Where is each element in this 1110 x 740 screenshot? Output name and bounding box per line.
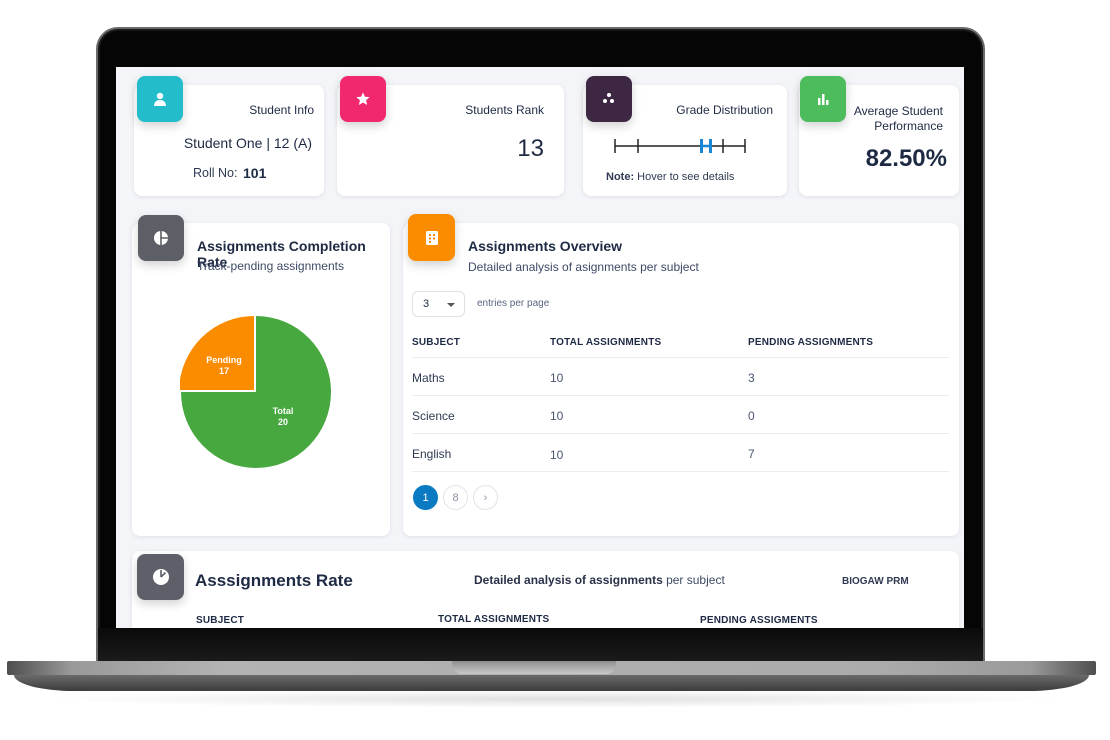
rate-subtitle-bold: Detailed analysis of assignments [474, 573, 663, 587]
document-icon [408, 214, 455, 261]
star-icon [340, 76, 386, 122]
cell-subject: Maths [412, 371, 445, 385]
row-divider [412, 433, 949, 434]
laptop-shadow [40, 690, 1070, 708]
roll-label: Roll No: [193, 166, 238, 180]
rate-subtitle: Detailed analysis of assignments per sub… [474, 573, 725, 587]
clock-pie-icon [137, 554, 184, 600]
assignments-rate-card: Asssignments Rate Detailed analysis of a… [132, 551, 959, 628]
rank-value: 13 [517, 135, 544, 162]
grade-note: Note: Hover to see details [606, 171, 734, 183]
row-divider [412, 471, 949, 472]
pending-slice-label: Pending 17 [206, 355, 242, 377]
total-value: 20 [277, 417, 288, 427]
cell-total: 10 [550, 371, 564, 385]
student-info-card: Student Info Student One | 12 (A) Roll N… [134, 76, 324, 196]
laptop-bezel [98, 628, 983, 662]
average-performance-card: Average Student Performance 82.50% [799, 76, 959, 196]
next-page-button[interactable]: › [473, 485, 498, 510]
grade-note-text: Hover to see details [637, 171, 735, 183]
rank-title: Students Rank [465, 103, 544, 117]
cell-pending: 0 [748, 409, 755, 423]
page-button-8[interactable]: 8 [443, 485, 468, 510]
entries-value: 3 [423, 298, 430, 310]
column-header-total: TOTAL ASSIGNMENTS [550, 337, 662, 348]
overview-subtitle: Detailed analysis of asignments per subj… [468, 260, 699, 274]
grade-distribution-title: Grade Distribution [676, 103, 773, 117]
completion-subtitle: Track-pending assignments [197, 259, 344, 273]
dots-icon [586, 76, 632, 122]
entries-label: entries per page [477, 298, 550, 309]
pending-label: Pending [206, 355, 242, 365]
rate-column-subject: SUBJECT [196, 615, 245, 626]
rate-column-pending: PENDING ASSIGMENTS [700, 615, 818, 626]
dashboard-screen: Student Info Student One | 12 (A) Roll N… [116, 67, 964, 628]
pending-value: 17 [218, 366, 229, 376]
row-divider [412, 395, 949, 396]
rate-subtitle-rest: per subject [662, 573, 725, 587]
student-name-class: Student One | 12 (A) [183, 135, 312, 151]
column-header-pending: PENDING ASSIGNMENTS [748, 337, 874, 348]
pie-chart-icon [138, 215, 184, 261]
grade-note-label: Note: [606, 171, 635, 183]
average-title-line1: Average Student [853, 104, 943, 118]
header-divider [412, 357, 949, 358]
chevron-down-icon [447, 303, 455, 307]
laptop-base-bottom [14, 675, 1089, 691]
grade-boxplot[interactable] [613, 137, 749, 155]
cell-pending: 3 [748, 371, 755, 385]
bar-chart-icon [800, 76, 846, 122]
cell-subject: Science [412, 409, 455, 423]
cell-total: 10 [550, 409, 564, 423]
laptop-notch [452, 661, 616, 674]
cell-pending: 7 [748, 447, 755, 461]
cell-total: 10 [550, 448, 564, 462]
overview-title: Assignments Overview [468, 238, 623, 254]
completion-rate-card: Assignments Completion Rate Track-pendin… [132, 215, 390, 536]
column-header-subject: SUBJECT [412, 337, 461, 348]
cell-subject: English [412, 447, 452, 461]
assignments-overview-card: Assignments Overview Detailed analysis o… [403, 214, 959, 536]
student-info-title: Student Info [249, 103, 314, 117]
roll-value: 101 [243, 165, 267, 181]
students-rank-card: Students Rank 13 [337, 76, 564, 196]
user-icon [137, 76, 183, 122]
completion-pie-chart[interactable] [180, 315, 332, 469]
average-title-line2: Performance [874, 119, 943, 133]
grade-distribution-card: Grade Distribution Note: Hover to see de… [583, 76, 787, 196]
average-title: Average Student Performance [854, 104, 943, 134]
rate-column-total: TOTAL ASSIGNMENTS [438, 614, 550, 625]
total-label: Total [272, 406, 294, 416]
entries-per-page-select[interactable]: 3 [412, 291, 465, 317]
rate-right-label: BIOGAW PRM [842, 576, 909, 587]
page-button-1[interactable]: 1 [413, 485, 438, 510]
average-value: 82.50% [865, 145, 947, 172]
total-slice-label: Total 20 [268, 406, 298, 428]
rate-title: Asssignments Rate [195, 571, 353, 590]
completion-title: Assignments Completion Rate [197, 238, 366, 270]
